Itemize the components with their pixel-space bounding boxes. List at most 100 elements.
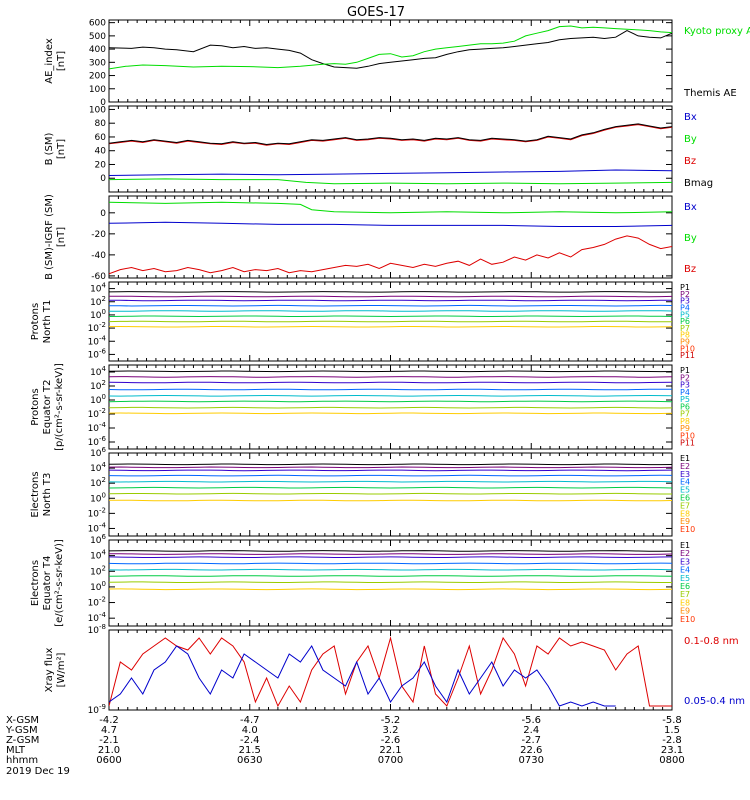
x-column-value: -2.8	[662, 735, 682, 746]
channel-line	[109, 480, 672, 483]
series-line	[109, 645, 616, 707]
y-tick-label: 40	[95, 147, 107, 157]
panel-frame	[108, 452, 673, 537]
y-axis-label: [e/(cm²-s-sr-keV)]	[54, 539, 65, 627]
y-axis-label: North T3	[42, 473, 53, 517]
channel-line	[109, 412, 672, 415]
y-tick-label: -20	[91, 230, 106, 240]
y-tick-label: 104	[90, 549, 106, 562]
series-line	[109, 123, 672, 146]
legend-entry: P4	[680, 388, 690, 397]
x-row-label: hhmm	[6, 755, 38, 766]
legend-entry: P6	[680, 402, 690, 411]
channel-line	[109, 388, 672, 391]
x-column-value: 0700	[378, 755, 403, 766]
legend-entry: By	[684, 233, 697, 244]
y-axis-label: [nT]	[56, 227, 67, 247]
y-tick-label: 200	[89, 72, 106, 82]
y-tick-label: 104	[90, 461, 106, 474]
y-tick-label: 10-2	[88, 407, 106, 420]
legend-entry: 0.1-0.8 nm	[684, 636, 739, 647]
legend-entry: E1	[680, 454, 690, 463]
x-column-value: 0630	[237, 755, 262, 766]
legend-entry: E10	[680, 615, 695, 624]
y-tick-label: 100	[90, 393, 106, 406]
channel-line	[109, 474, 672, 477]
series-line	[109, 221, 672, 227]
x-column-value: -2.4	[240, 735, 260, 746]
y-tick-label: 400	[89, 45, 106, 55]
y-tick-label: 102	[90, 379, 106, 392]
y-axis-label: Equator T2	[42, 380, 53, 435]
legend-entry: E8	[680, 509, 690, 518]
y-tick-label: 102	[90, 564, 106, 577]
series-line	[109, 25, 672, 70]
y-axis-label: Protons	[30, 303, 41, 340]
x-row-label: MLT	[6, 745, 26, 756]
channel-line	[109, 588, 672, 591]
x-column-value: 22.1	[379, 745, 401, 756]
y-tick-label: 20	[95, 160, 107, 170]
channel-line	[109, 562, 672, 565]
channel-line	[109, 295, 672, 298]
channel-line	[109, 550, 672, 552]
channel-line	[109, 370, 672, 373]
x-column-value: 21.5	[239, 745, 261, 756]
x-row-label: Z-GSM	[6, 735, 39, 746]
y-tick-label: 104	[90, 282, 106, 295]
legend-entry: Bx	[684, 112, 697, 123]
legend-entry: E4	[680, 566, 690, 575]
x-column-value: -5.8	[662, 715, 682, 726]
y-tick-label: 0	[100, 174, 106, 184]
legend-entry: P9	[680, 338, 690, 347]
legend-entry: E3	[680, 470, 690, 479]
x-column-value: 2.4	[523, 725, 539, 736]
legend-entry: E2	[680, 462, 690, 471]
legend-entry: P4	[680, 303, 690, 312]
panel-frame	[108, 364, 673, 450]
panel-3: -60 -40 -20 0 B (SM)-IGRF (SM) [nT] Bx By Bz	[44, 194, 697, 282]
channel-line	[109, 394, 672, 397]
legend-entry: E9	[680, 517, 690, 526]
legend-entry: Bx	[684, 202, 697, 213]
series-line	[109, 178, 672, 185]
y-tick-label: 100	[89, 85, 106, 95]
x-column-value: 4.0	[242, 725, 258, 736]
y-tick-label: 10-8	[88, 623, 106, 636]
legend-entry: P3	[680, 381, 690, 390]
legend-entry: 0.05-0.4 nm	[684, 696, 745, 707]
legend-entry: E6	[680, 494, 690, 503]
channel-line	[109, 304, 672, 307]
y-axis-label: Protons	[30, 388, 41, 425]
y-axis-label: AE_index	[44, 38, 55, 84]
legend-entry: Kyoto proxy AE	[684, 26, 750, 37]
x-column-value: -4.2	[99, 715, 119, 726]
channel-line	[109, 553, 672, 555]
date-label: 2019 Dec 19	[6, 766, 70, 777]
y-axis-label: [W/m²]	[56, 652, 67, 687]
y-tick-label: 600	[89, 19, 106, 29]
y-tick-label: 10-2	[88, 596, 106, 609]
legend-entry: P6	[680, 317, 690, 326]
legend-entry: P7	[680, 410, 690, 419]
channel-line	[109, 492, 672, 495]
channel-line	[109, 400, 672, 403]
series-line	[109, 636, 672, 708]
channel-line	[109, 376, 672, 378]
y-tick-label: 100	[90, 580, 106, 593]
channel-line	[109, 291, 672, 293]
channel-line	[109, 310, 672, 312]
y-tick-label: 100	[90, 491, 106, 504]
channel-line	[109, 466, 672, 469]
panel-frame	[108, 629, 673, 711]
y-tick-label: 10-6	[88, 347, 107, 360]
panel-frame	[108, 19, 673, 103]
legend-entry: E5	[680, 574, 690, 583]
legend-entry: E9	[680, 607, 690, 616]
x-column-value: 4.7	[101, 725, 117, 736]
y-axis-label: Xray flux	[44, 648, 55, 693]
legend-entry: By	[684, 134, 697, 145]
channel-line	[109, 463, 672, 466]
